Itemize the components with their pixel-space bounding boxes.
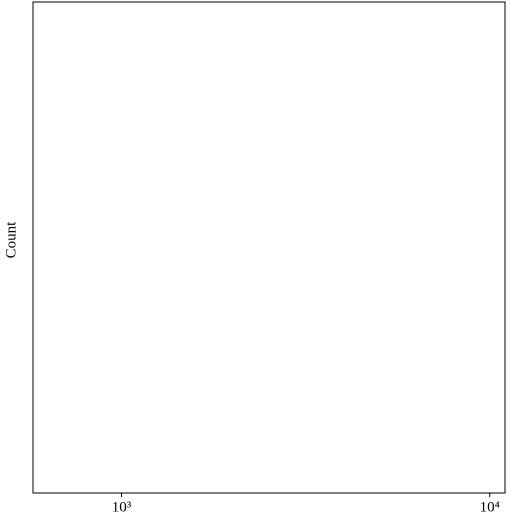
x-tick-label: 10³ [112, 499, 132, 515]
x-tick-label: 10⁴ [480, 499, 500, 515]
plot-frame [32, 1, 506, 494]
y-axis-label: Count [3, 221, 19, 259]
